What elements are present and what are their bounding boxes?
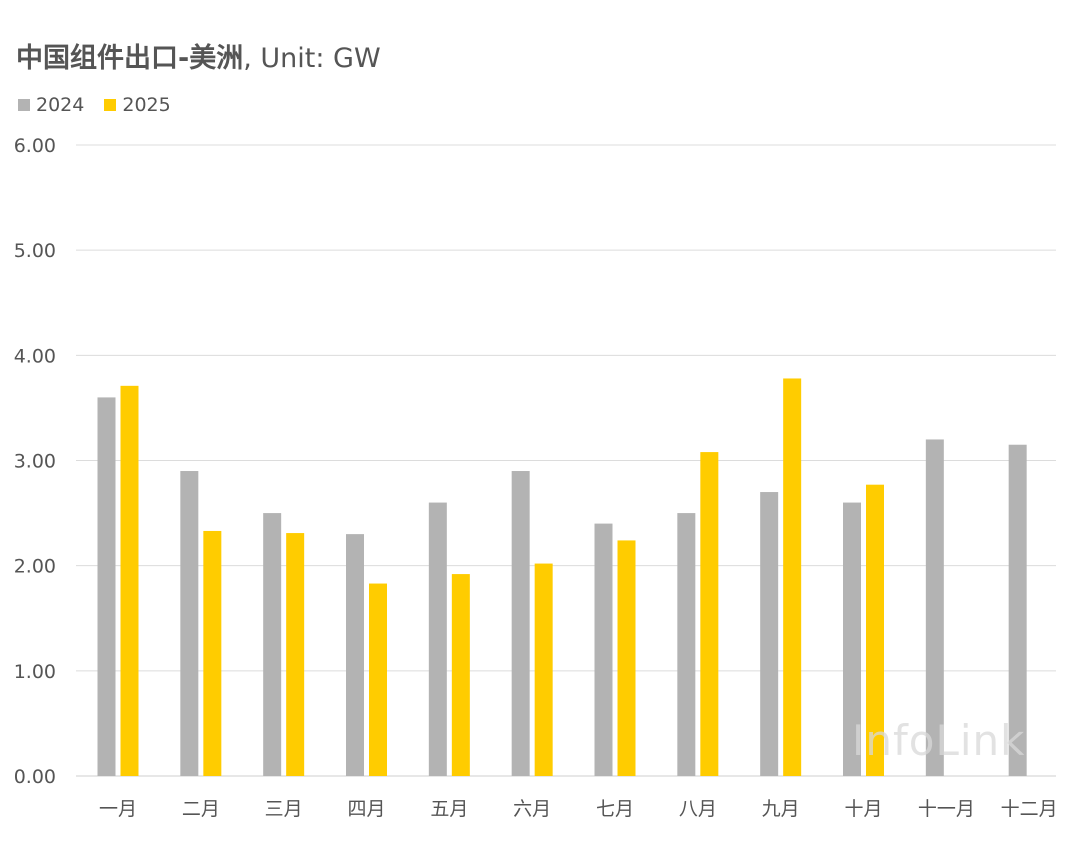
bar-2025 — [700, 452, 719, 776]
bar-2025 — [783, 378, 802, 776]
bar-2024 — [1008, 444, 1027, 776]
y-tick-label: 2.00 — [14, 556, 56, 578]
bar-2024 — [428, 502, 447, 776]
bar-2024 — [263, 513, 282, 776]
x-tick-label: 七月 — [596, 798, 634, 820]
bar-2024 — [511, 471, 530, 776]
bar-2025 — [451, 574, 470, 776]
y-tick-label: 4.00 — [14, 345, 56, 367]
x-tick-label: 一月 — [99, 798, 137, 820]
y-tick-label: 3.00 — [14, 451, 56, 473]
bar-2025 — [286, 533, 305, 776]
x-tick-label: 八月 — [679, 798, 717, 820]
bar-2024 — [97, 397, 116, 776]
chart-title-unit: , Unit: GW — [243, 43, 381, 74]
legend-swatch-2024 — [18, 99, 30, 111]
bars — [97, 378, 1027, 776]
bar-2024 — [594, 523, 613, 776]
grid-lines — [76, 144, 1056, 777]
bar-2024 — [843, 502, 861, 776]
legend-item-2024: 2024 — [18, 94, 84, 116]
bar-2024 — [677, 513, 696, 776]
infolink-watermark: InfoLink — [852, 716, 1026, 765]
x-axis-ticks: 一月 二月 三月 四月 五月 六月 七月 八月 九月 十月 十一月 十二月 — [99, 798, 1058, 820]
x-tick-label: 五月 — [430, 798, 468, 820]
legend-label-2025: 2025 — [122, 94, 171, 116]
x-tick-label: 二月 — [182, 798, 220, 820]
y-axis-ticks: 0.00 1.00 2.00 3.00 4.00 5.00 6.00 — [14, 135, 56, 788]
legend-swatch-2025 — [104, 99, 117, 111]
x-tick-label: 十一月 — [918, 798, 975, 820]
bar-2024 — [180, 471, 199, 776]
y-tick-label: 6.00 — [14, 135, 56, 157]
y-tick-label: 5.00 — [14, 240, 56, 262]
bar-2024 — [346, 534, 364, 776]
x-tick-label: 四月 — [347, 798, 385, 820]
bar-2025 — [866, 484, 884, 776]
bar-2024 — [760, 492, 779, 776]
chart-title: 中国组件出口-美洲 , Unit: GW — [16, 36, 381, 80]
y-tick-label: 1.00 — [14, 661, 56, 683]
x-tick-label: 十二月 — [1001, 798, 1058, 820]
bar-2024 — [925, 439, 944, 776]
bar-2025 — [534, 563, 553, 776]
legend-label-2024: 2024 — [36, 94, 85, 116]
chart-title-main: 中国组件出口-美洲 — [16, 43, 244, 74]
legend-item-2025: 2025 — [104, 94, 171, 116]
bar-2025 — [120, 385, 139, 776]
bar-2025 — [369, 583, 387, 776]
x-tick-label: 十月 — [844, 798, 882, 820]
x-tick-label: 九月 — [762, 798, 800, 820]
bar-2025 — [203, 530, 222, 776]
chart-legend: 2024 2025 — [18, 94, 191, 116]
y-tick-label: 0.00 — [14, 766, 56, 788]
x-tick-label: 六月 — [513, 798, 551, 820]
x-tick-label: 三月 — [265, 798, 303, 820]
bar-2025 — [617, 540, 636, 776]
